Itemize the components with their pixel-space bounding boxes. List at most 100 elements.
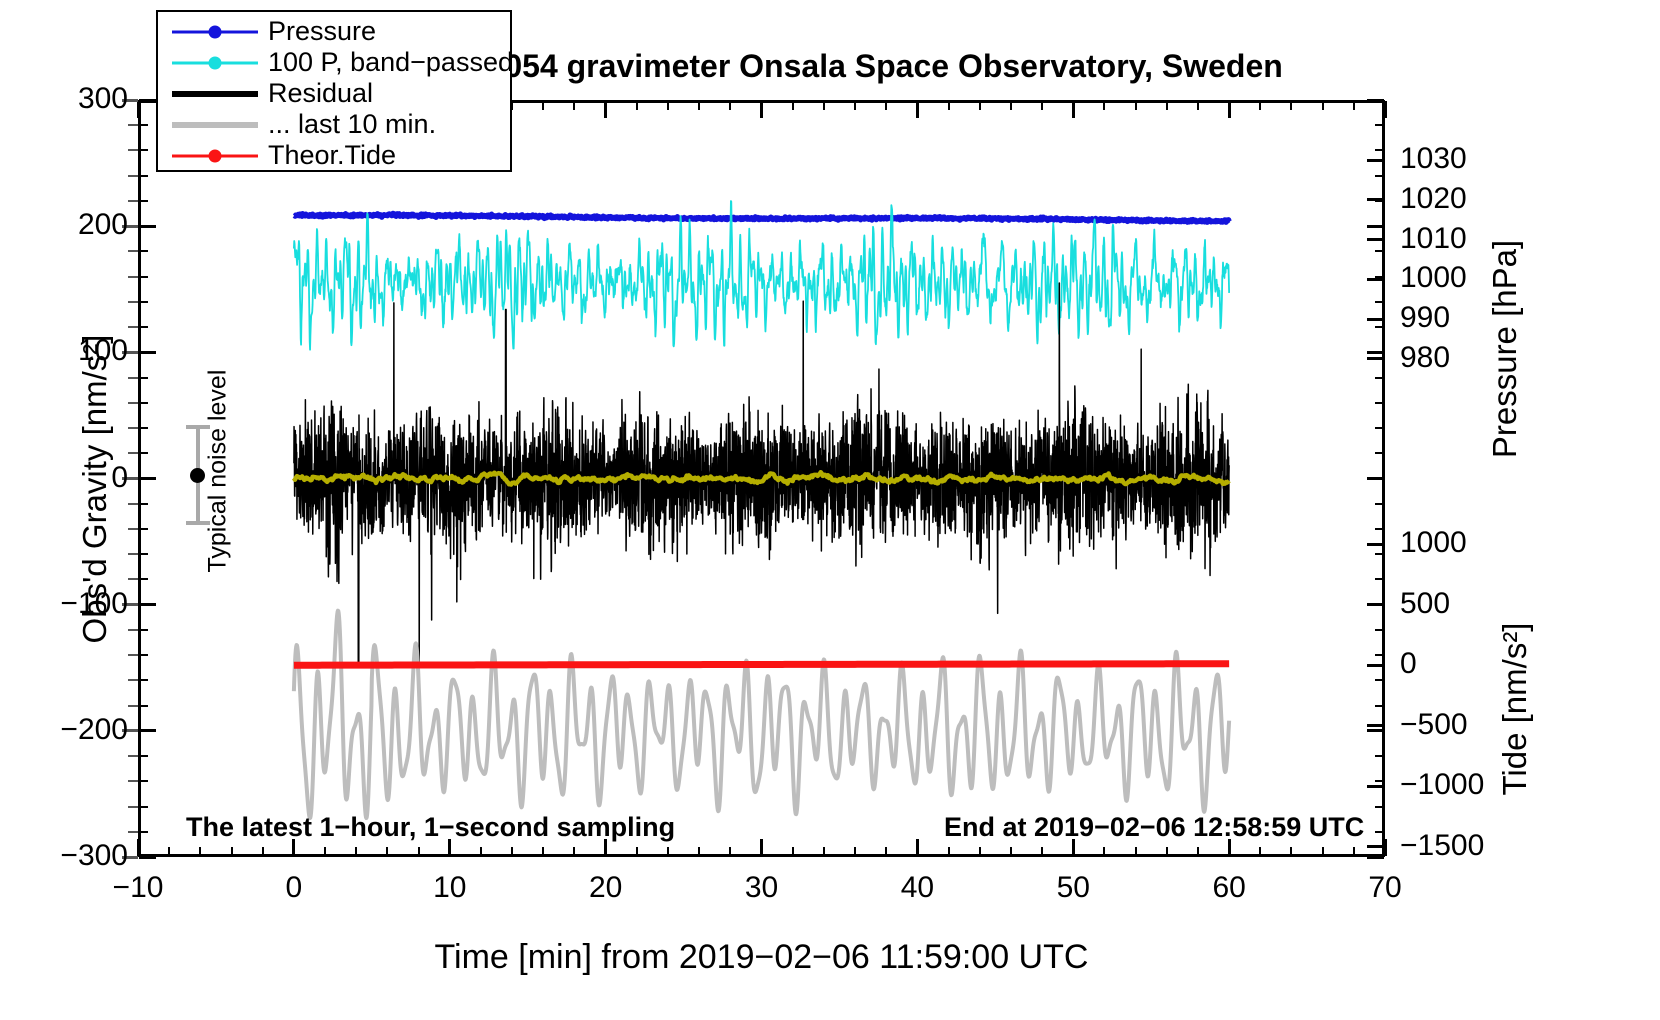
y-tick-label-pressure: 1000 (1400, 261, 1467, 295)
y-tick-right-minor (1375, 805, 1384, 808)
x-tick-minor (1165, 847, 1168, 856)
y-tick-label-tide: −500 (1400, 707, 1468, 741)
x-tick-minor (199, 847, 202, 856)
y-tick-outward (122, 855, 138, 859)
x-tick-minor (168, 847, 171, 856)
x-tick-top-minor (1290, 101, 1293, 110)
y-tick-outward (128, 376, 138, 379)
x-tick-minor (1196, 847, 1199, 856)
y-tick-outward (128, 805, 138, 808)
y-tick-label-pressure: 1020 (1400, 181, 1467, 215)
x-tick-label: 50 (1056, 871, 1090, 904)
x-tick-major (136, 839, 140, 856)
y-tick-right-minor (1375, 553, 1384, 556)
y-tick-left-minor (139, 553, 148, 556)
x-tick-major (915, 839, 919, 856)
x-tick-top-minor (1321, 101, 1324, 110)
y-tick-right-minor (1375, 654, 1384, 657)
y-tick-right-minor (1375, 679, 1384, 682)
x-tick-minor (542, 847, 545, 856)
y-tick-label-pressure: 990 (1400, 301, 1451, 335)
y-tick-outward (128, 326, 138, 329)
y-tick-label-left: 300 (77, 82, 128, 115)
y-tick-right-secondary (1367, 784, 1385, 788)
y-tick-label-left: 200 (77, 208, 128, 242)
x-tick-top-minor (1165, 101, 1168, 110)
legend-swatch-icon (172, 146, 258, 166)
series-pressure (291, 210, 1232, 225)
x-tick-minor (1290, 847, 1293, 856)
series-smoothed-residual (291, 469, 1231, 487)
y-tick-right-secondary (1367, 198, 1385, 202)
x-tick-label: −10 (112, 871, 164, 904)
y-tick-right-minor (1375, 780, 1384, 783)
y-tick-right-minor (1375, 376, 1384, 379)
y-tick-right-major (1367, 729, 1384, 733)
x-axis-title: Time [min] from 2019−02−06 11:59:00 UTC (434, 938, 1089, 976)
y-tick-label-left: 100 (77, 334, 128, 368)
x-tick-minor (324, 847, 327, 856)
x-tick-minor (230, 847, 233, 856)
y-tick-right-minor (1375, 300, 1384, 303)
noise-level-label: Typical noise level (203, 369, 232, 573)
y-tick-right-secondary (1367, 357, 1385, 361)
y-tick-outward (128, 250, 138, 253)
legend-item-4[interactable]: Theor.Tide (158, 140, 510, 171)
y-tick-left-minor (139, 174, 148, 177)
y-tick-right-minor (1375, 427, 1384, 430)
x-tick-top-minor (1259, 101, 1262, 110)
legend-item-3[interactable]: ... last 10 min. (158, 109, 510, 140)
x-tick-minor (666, 847, 669, 856)
y-tick-right-minor (1375, 401, 1384, 404)
y-tick-right-secondary (1367, 317, 1385, 321)
x-tick-top-minor (822, 101, 825, 110)
y-tick-outward (128, 578, 138, 581)
x-tick-top-minor (1352, 101, 1355, 110)
x-tick-label: 10 (433, 871, 467, 904)
x-tick-minor (822, 847, 825, 856)
legend-line-sample (172, 121, 258, 128)
y-tick-label-tide: 1000 (1400, 526, 1467, 560)
x-tick-minor (729, 847, 732, 856)
y-tick-left-minor (139, 401, 148, 404)
y-tick-right-major (1367, 477, 1384, 480)
y-tick-outward (128, 149, 138, 152)
legend-item-1[interactable]: 100 P, band−passed (158, 47, 513, 78)
x-tick-top-minor (542, 101, 545, 110)
legend-item-0[interactable]: Pressure (158, 16, 510, 47)
y-tick-outward (128, 401, 138, 404)
plot-canvas (291, 200, 1232, 821)
noise-errorbar-top-cap (186, 425, 210, 429)
chart-title: SCG_054 gravimeter Onsala Space Observat… (417, 48, 1283, 84)
y-tick-outward (128, 628, 138, 631)
x-tick-label: 60 (1212, 871, 1246, 904)
series-last-10-min (291, 608, 1232, 821)
legend-marker-dot-icon (208, 149, 222, 162)
y-tick-label-tide: 500 (1400, 586, 1451, 620)
y-tick-right-secondary (1367, 238, 1385, 242)
legend-item-2[interactable]: Residual (158, 78, 510, 109)
x-tick-top-minor (511, 101, 514, 110)
x-tick-major (1383, 839, 1387, 856)
y-tick-right-minor (1375, 755, 1384, 758)
y-tick-left-minor (139, 805, 148, 808)
y-tick-outward (128, 527, 138, 530)
x-tick-minor (1103, 847, 1106, 856)
series-theoretical-tide (292, 660, 1231, 669)
y-tick-right-minor (1375, 578, 1384, 581)
y-tick-label-tide: −1000 (1400, 768, 1485, 802)
chart-legend[interactable]: Pressure 100 P, band−passed Residual... la… (156, 10, 513, 172)
x-tick-top-minor (573, 101, 576, 110)
y-tick-right-minor (1375, 628, 1384, 631)
y-tick-left-major (139, 729, 156, 733)
x-tick-top-minor (635, 101, 638, 110)
y-tick-right-minor (1375, 326, 1384, 329)
y-tick-label-left: 0 (111, 460, 128, 494)
legend-marker-dot-icon (208, 56, 222, 69)
y-tick-outward (128, 755, 138, 758)
x-tick-top-minor (698, 101, 701, 110)
y-tick-outward (122, 224, 138, 228)
y-tick-left-minor (139, 300, 148, 303)
legend-item-label: Theor.Tide (268, 140, 397, 170)
